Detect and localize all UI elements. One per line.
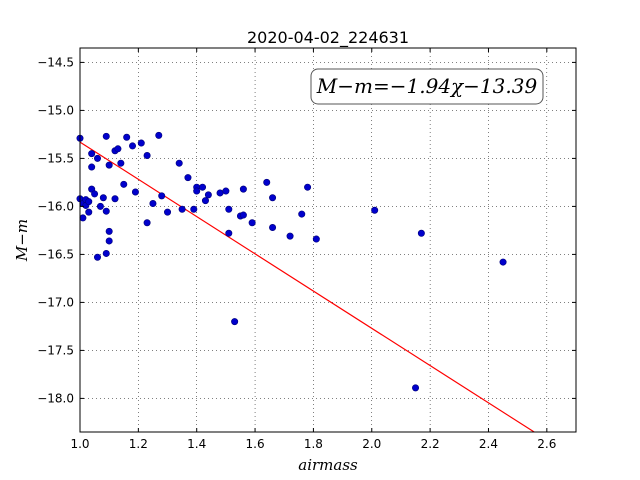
y-tick-label: −16.5	[37, 247, 74, 261]
data-point	[184, 174, 192, 182]
data-point	[91, 190, 99, 198]
data-point	[105, 161, 113, 169]
data-point	[239, 185, 247, 193]
x-tick-label: 2.0	[362, 437, 381, 451]
data-point	[225, 229, 233, 237]
data-point	[225, 205, 233, 213]
fit-equation-frame	[310, 68, 544, 105]
x-tick-label: 1.6	[246, 437, 265, 451]
y-tick-label: −15.5	[37, 151, 74, 165]
y-tick-label: −16.0	[37, 199, 74, 213]
data-point	[105, 237, 113, 245]
y-tick-label: −17.5	[37, 343, 74, 357]
data-point	[96, 202, 104, 210]
axis-ticks: 1.0 1.2 1.4 1.6 1.8 2.0 2.2 2.4 2.6 −14.5 −15.0 −15…	[37, 48, 576, 451]
data-point	[286, 232, 294, 240]
data-point	[94, 154, 102, 162]
data-point	[158, 192, 166, 200]
data-point	[88, 150, 96, 158]
x-tick-label: 2.4	[479, 437, 498, 451]
data-point	[304, 183, 312, 191]
data-point	[111, 195, 119, 203]
scatter-points	[76, 131, 507, 392]
data-point	[102, 132, 110, 140]
data-point	[269, 224, 277, 232]
x-tick-label: 1.0	[70, 437, 89, 451]
fit-equation: M−m=−1.94χ−13.39	[316, 74, 538, 98]
data-point	[143, 152, 151, 160]
data-point	[123, 133, 131, 141]
data-point	[178, 205, 186, 213]
y-tick-label: −15.0	[37, 103, 74, 117]
data-point	[201, 197, 209, 205]
data-point	[105, 227, 113, 235]
data-point	[231, 318, 239, 326]
data-point	[190, 205, 198, 213]
y-tick-label: −14.5	[37, 55, 74, 69]
data-point	[499, 258, 507, 266]
data-point	[129, 142, 137, 150]
data-point	[248, 219, 256, 227]
x-tick-label: 2.2	[421, 437, 440, 451]
data-point	[120, 180, 128, 188]
data-point	[269, 194, 277, 202]
x-tick-label: 1.2	[129, 437, 148, 451]
data-point	[143, 219, 151, 227]
data-point	[193, 187, 201, 195]
grid	[79, 48, 576, 432]
x-tick-label: 1.8	[304, 437, 323, 451]
x-tick-label: 1.4	[187, 437, 206, 451]
fit-equation-box: M−m=−1.94χ−13.39	[310, 68, 544, 105]
fit-line	[79, 141, 535, 433]
data-point	[137, 139, 145, 147]
data-point	[117, 159, 125, 167]
data-point	[149, 200, 157, 208]
data-point	[102, 207, 110, 215]
data-point	[204, 191, 212, 199]
y-tick-label: −18.0	[37, 391, 74, 405]
fit-line-group	[79, 141, 535, 433]
data-point	[85, 198, 93, 206]
data-point	[216, 189, 224, 197]
data-point	[199, 183, 207, 191]
data-point	[131, 188, 139, 196]
data-point	[94, 253, 102, 261]
data-point	[239, 211, 247, 219]
data-point	[155, 131, 163, 139]
data-point	[417, 229, 425, 237]
data-point	[164, 208, 172, 216]
data-point	[263, 178, 271, 186]
chart-title: 2020-04-02_224631	[247, 28, 409, 48]
y-axis-label: M−m	[13, 219, 31, 262]
data-point	[85, 208, 93, 216]
plot-frame	[79, 47, 577, 433]
data-point	[99, 194, 107, 202]
data-point	[298, 210, 306, 218]
data-point	[222, 187, 230, 195]
data-point	[79, 214, 87, 222]
y-tick-label: −17.0	[37, 295, 74, 309]
x-tick-label: 2.6	[537, 437, 556, 451]
data-point	[175, 159, 183, 167]
data-point	[412, 384, 420, 392]
data-point	[114, 145, 122, 153]
x-axis-label: airmass	[298, 456, 358, 474]
data-point	[312, 235, 320, 243]
data-point	[102, 249, 110, 257]
data-point	[88, 163, 96, 171]
data-point	[371, 206, 379, 214]
